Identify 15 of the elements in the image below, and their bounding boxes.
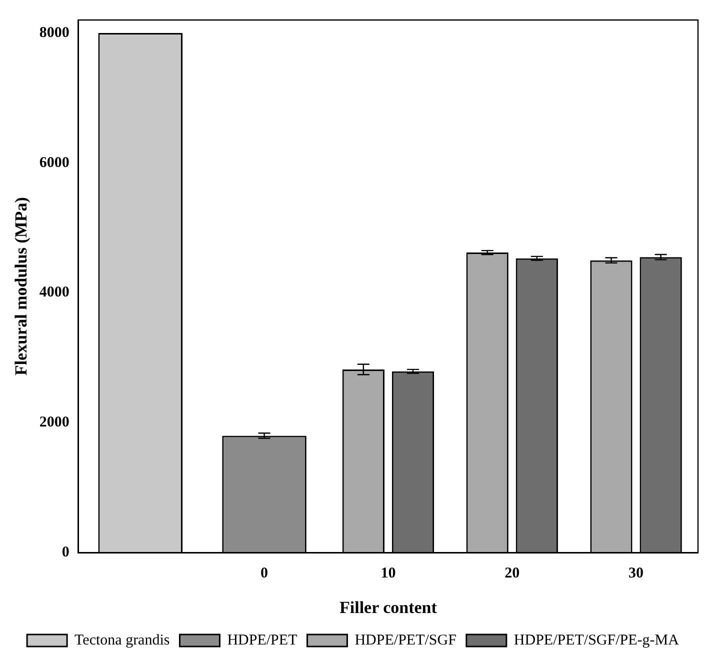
legend-label: HDPE/PET/SGF [354,632,456,648]
y-tick-label: 6000 [39,154,70,171]
y-tick-label: 0 [62,544,70,560]
y-axis-title: Flexural modulus (MPa) [12,197,31,376]
legend-label: HDPE/PET [227,632,298,648]
x-tick-label: 0 [260,565,268,582]
legend-label: HDPE/PET/SGF/PE-g-MA [514,632,680,648]
legend-label: Tectona grandis [74,632,170,648]
x-tick-label: 10 [380,565,396,582]
x-tick-label: 30 [628,565,644,582]
x-tick-label: 20 [504,565,520,582]
x-axis-title: Filler content [339,598,438,618]
y-tick-label: 2000 [39,414,70,431]
y-tick-label: 8000 [39,24,70,41]
y-tick-label: 4000 [39,284,70,301]
